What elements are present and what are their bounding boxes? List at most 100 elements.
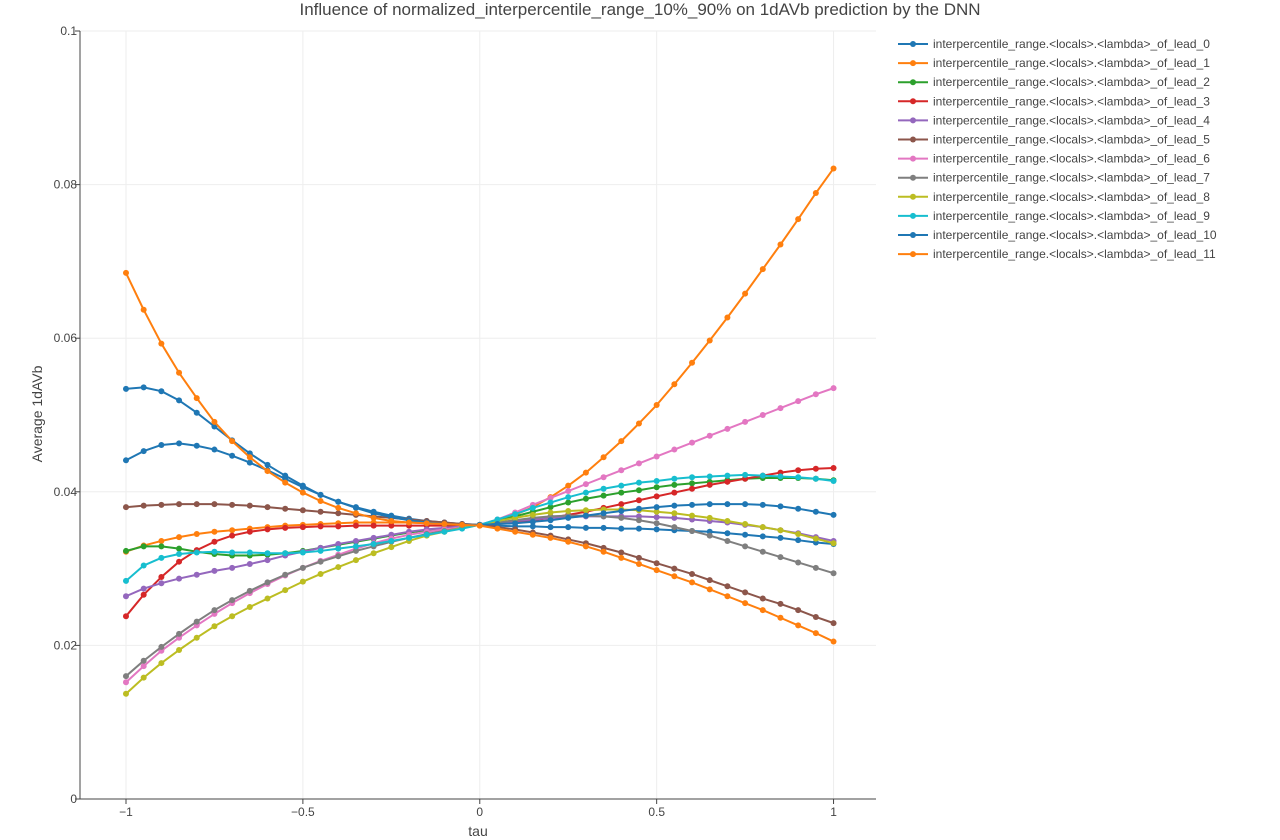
y-tick-label: 0.08 xyxy=(54,178,78,192)
legend-item[interactable]: interpercentile_range.<locals>.<lambda>_… xyxy=(898,133,1210,147)
data-point xyxy=(653,504,660,511)
data-point xyxy=(724,472,731,479)
legend-item[interactable]: interpercentile_range.<locals>.<lambda>_… xyxy=(898,171,1210,185)
series-group xyxy=(122,165,837,697)
data-point xyxy=(158,580,165,587)
data-point xyxy=(565,514,572,521)
data-point xyxy=(388,544,395,551)
data-point xyxy=(299,564,306,571)
data-point xyxy=(193,571,200,578)
legend-label: interpercentile_range.<locals>.<lambda>_… xyxy=(933,113,1210,127)
data-point xyxy=(653,526,660,533)
data-point xyxy=(529,504,536,511)
data-point xyxy=(229,564,236,571)
data-point xyxy=(246,560,253,567)
data-point xyxy=(264,579,271,586)
data-point xyxy=(140,591,147,598)
data-point xyxy=(582,512,589,519)
data-point xyxy=(565,508,572,514)
data-point xyxy=(388,537,395,544)
data-point xyxy=(122,593,129,600)
legend-item[interactable]: interpercentile_range.<locals>.<lambda>_… xyxy=(898,113,1210,127)
data-point xyxy=(122,385,129,392)
data-point xyxy=(370,522,377,529)
data-point xyxy=(547,494,554,501)
legend-item[interactable]: interpercentile_range.<locals>.<lambda>_… xyxy=(898,75,1210,89)
data-point xyxy=(299,489,306,496)
data-point xyxy=(423,520,430,527)
data-point xyxy=(211,623,218,630)
data-point xyxy=(547,499,554,506)
data-point xyxy=(246,459,253,466)
data-point xyxy=(282,524,289,531)
data-point xyxy=(229,438,236,445)
legend-item[interactable]: interpercentile_range.<locals>.<lambda>_… xyxy=(898,94,1210,108)
data-point xyxy=(724,530,731,537)
legend-label: interpercentile_range.<locals>.<lambda>_… xyxy=(933,94,1210,108)
data-point xyxy=(653,493,660,500)
data-point xyxy=(317,498,324,505)
legend-item[interactable]: interpercentile_range.<locals>.<lambda>_… xyxy=(898,190,1210,204)
data-point xyxy=(582,543,589,550)
data-point xyxy=(618,508,625,514)
data-point xyxy=(246,587,253,594)
data-point xyxy=(759,595,766,602)
data-point xyxy=(158,388,165,395)
legend-item[interactable]: interpercentile_range.<locals>.<lambda>_… xyxy=(898,228,1217,242)
data-point xyxy=(706,514,713,521)
data-point xyxy=(140,543,147,550)
data-point xyxy=(635,517,642,524)
data-point xyxy=(653,520,660,527)
data-point xyxy=(476,522,483,529)
data-point xyxy=(176,397,183,404)
data-point xyxy=(335,545,342,552)
data-point xyxy=(193,549,200,556)
legend-item[interactable]: interpercentile_range.<locals>.<lambda>_… xyxy=(898,152,1210,166)
data-point xyxy=(494,525,501,532)
chart-title: Influence of normalized_interpercentile_… xyxy=(299,0,980,19)
data-point xyxy=(547,524,554,531)
data-point xyxy=(724,478,731,485)
data-point xyxy=(706,586,713,593)
data-point xyxy=(246,549,253,556)
data-point xyxy=(671,475,678,482)
axes xyxy=(75,30,876,804)
legend-item[interactable]: interpercentile_range.<locals>.<lambda>_… xyxy=(898,247,1216,261)
data-point xyxy=(565,538,572,545)
data-point xyxy=(812,564,819,571)
legend-item[interactable]: interpercentile_range.<locals>.<lambda>_… xyxy=(898,37,1210,51)
data-point xyxy=(352,504,359,511)
data-point xyxy=(211,548,218,555)
data-point xyxy=(352,543,359,550)
data-point xyxy=(317,547,324,554)
data-point xyxy=(706,532,713,539)
data-point xyxy=(176,558,183,565)
data-point xyxy=(406,534,413,541)
data-point xyxy=(724,517,731,524)
data-point xyxy=(122,577,129,584)
data-point xyxy=(565,499,572,506)
data-point xyxy=(246,502,253,509)
data-point xyxy=(742,589,749,596)
data-point xyxy=(335,523,342,530)
data-point xyxy=(246,528,253,535)
legend-item[interactable]: interpercentile_range.<locals>.<lambda>_… xyxy=(898,209,1210,223)
data-point xyxy=(600,485,607,492)
data-point xyxy=(335,504,342,511)
data-point xyxy=(777,534,784,541)
legend-label: interpercentile_range.<locals>.<lambda>_… xyxy=(933,228,1217,242)
legend-label: interpercentile_range.<locals>.<lambda>_… xyxy=(933,190,1210,204)
data-point xyxy=(742,290,749,297)
legend-label: interpercentile_range.<locals>.<lambda>_… xyxy=(933,171,1210,185)
data-point xyxy=(176,630,183,637)
data-point xyxy=(122,504,129,511)
data-point xyxy=(211,538,218,545)
data-point xyxy=(158,643,165,650)
data-point xyxy=(582,524,589,531)
data-point xyxy=(193,501,200,508)
data-point xyxy=(388,517,395,524)
data-point xyxy=(618,482,625,489)
legend-item[interactable]: interpercentile_range.<locals>.<lambda>_… xyxy=(898,56,1210,70)
data-point xyxy=(671,524,678,531)
